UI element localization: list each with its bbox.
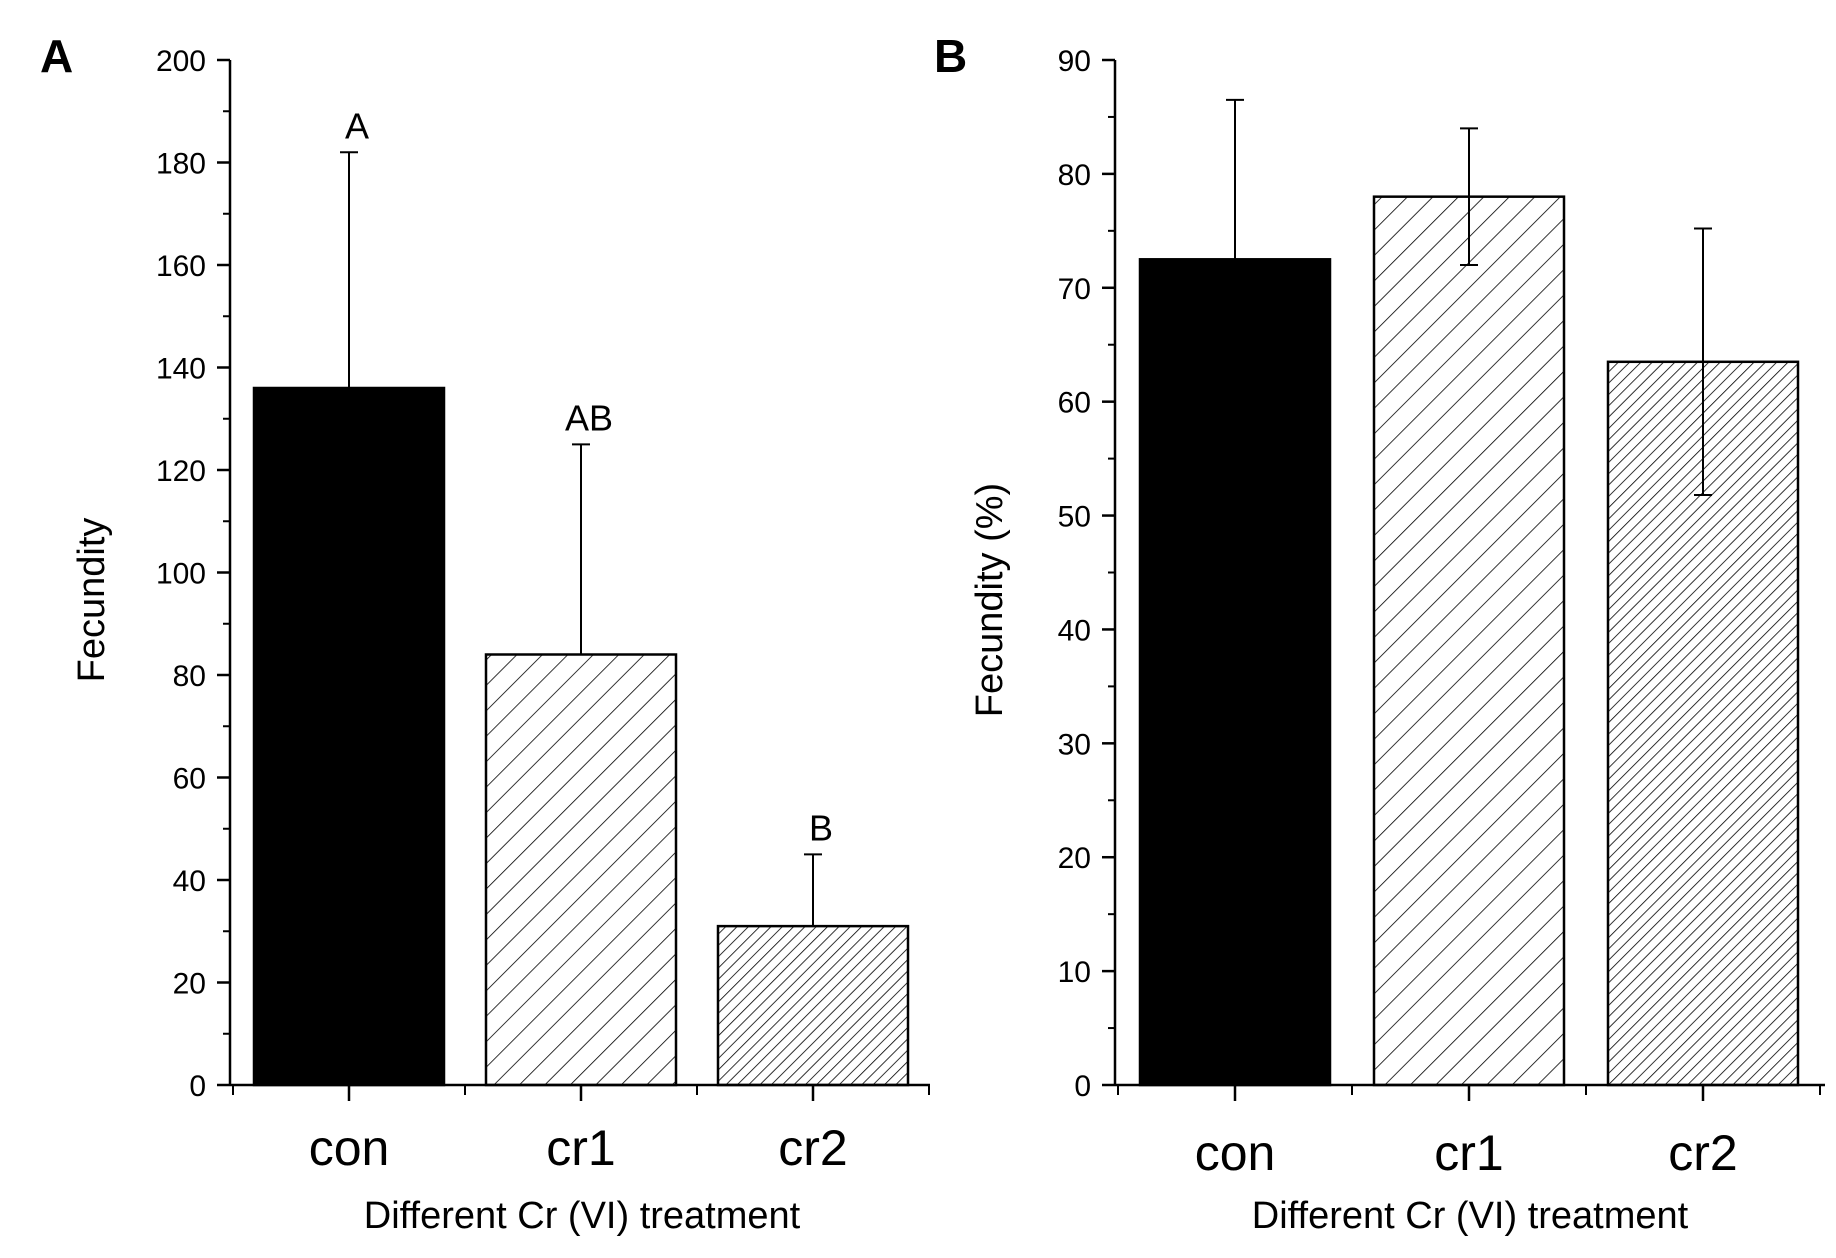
y-tick-label: 70 bbox=[1058, 273, 1091, 306]
y-tick-labels: 0 20 40 60 80 100 120 140 160 180 200 bbox=[156, 45, 206, 1103]
y-tick-label: 10 bbox=[1058, 956, 1091, 989]
x-tick-label: cr1 bbox=[546, 1120, 615, 1176]
y-tick-label: 0 bbox=[189, 1070, 206, 1103]
y-axis-title: Fecundity (%) bbox=[969, 483, 1011, 717]
y-tick-label: 200 bbox=[156, 45, 206, 78]
y-tick-label: 20 bbox=[173, 968, 206, 1001]
y-tick-label: 0 bbox=[1074, 1070, 1091, 1103]
panel-a: A 0 20 40 60 80 100 120 140 160 180 200 A AB B con cr… bbox=[40, 30, 930, 1237]
bar-con bbox=[252, 386, 446, 1087]
error-bar-con bbox=[1226, 98, 1244, 420]
error-bar-cr1 bbox=[572, 443, 590, 655]
y-tick-label: 60 bbox=[173, 763, 206, 796]
y-tick-label: 80 bbox=[1058, 159, 1091, 192]
x-axis-title: Different Cr (VI) treatment bbox=[1252, 1195, 1689, 1237]
error-bar-cr1 bbox=[1460, 127, 1478, 266]
panel-b: B 0 10 20 30 40 50 60 70 80 90 con cr1 cr2 Differen… bbox=[934, 30, 1825, 1237]
y-tick-labels: 0 10 20 30 40 50 60 70 80 90 bbox=[1058, 45, 1091, 1103]
bars bbox=[1138, 195, 1800, 1087]
x-tick-label: con bbox=[1195, 1125, 1276, 1181]
x-axis-title: Different Cr (VI) treatment bbox=[364, 1195, 801, 1237]
x-tick-label: cr2 bbox=[778, 1120, 847, 1176]
error-bars bbox=[1226, 98, 1712, 497]
y-tick-label: 180 bbox=[156, 148, 206, 181]
significance-letters: A AB B bbox=[345, 105, 833, 848]
y-tick-label: 30 bbox=[1058, 728, 1091, 761]
significance-letter: B bbox=[809, 807, 833, 848]
panel-label: B bbox=[934, 30, 967, 82]
y-tick-label: 60 bbox=[1058, 387, 1091, 420]
significance-letter: A bbox=[345, 105, 369, 146]
bars bbox=[252, 386, 910, 1087]
y-tick-label: 160 bbox=[156, 250, 206, 283]
y-axis-title: Fecundity bbox=[71, 518, 113, 683]
bar-cr2 bbox=[716, 924, 910, 1087]
x-tick-label: cr1 bbox=[1434, 1125, 1503, 1181]
bar-cr1 bbox=[484, 653, 678, 1087]
error-bar-cr2 bbox=[804, 853, 822, 927]
error-bars bbox=[340, 151, 822, 927]
y-tick-label: 50 bbox=[1058, 501, 1091, 534]
y-tick-label: 140 bbox=[156, 353, 206, 386]
panel-label: A bbox=[40, 30, 73, 82]
bar-cr1 bbox=[1372, 195, 1566, 1087]
y-tick-label: 120 bbox=[156, 455, 206, 488]
x-tick-label: cr2 bbox=[1668, 1125, 1737, 1181]
x-tick-labels: con cr1 cr2 bbox=[1195, 1125, 1738, 1181]
y-tick-label: 40 bbox=[173, 865, 206, 898]
y-tick-label: 20 bbox=[1058, 842, 1091, 875]
significance-letter: AB bbox=[565, 397, 613, 438]
y-tick-label: 80 bbox=[173, 660, 206, 693]
y-tick-label: 100 bbox=[156, 558, 206, 591]
x-tick-label: con bbox=[309, 1120, 390, 1176]
y-tick-label: 90 bbox=[1058, 45, 1091, 78]
error-bar-con bbox=[340, 151, 358, 388]
error-bar-cr2 bbox=[1694, 227, 1712, 497]
x-tick-labels: con cr1 cr2 bbox=[309, 1120, 848, 1176]
y-tick-label: 40 bbox=[1058, 614, 1091, 647]
